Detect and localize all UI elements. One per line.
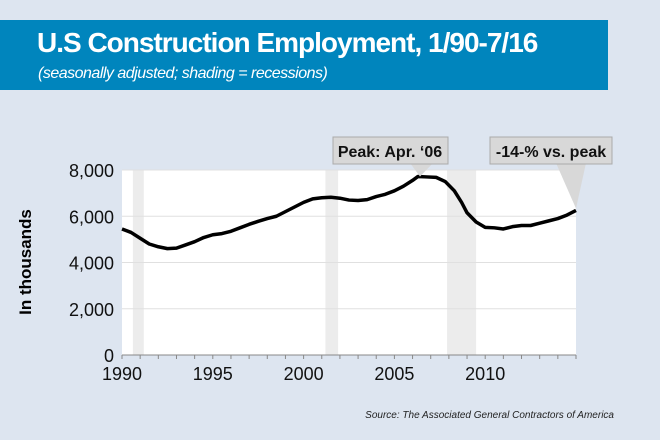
title-banner: U.S Construction Employment, 1/90-7/16 (… (0, 20, 608, 90)
x-tick-label: 1990 (102, 364, 142, 384)
x-tick-label: 2010 (465, 364, 505, 384)
y-tick-label: 4,000 (69, 254, 114, 274)
y-tick-label: 2,000 (69, 300, 114, 320)
series-line (121, 174, 577, 251)
y-tick-label: 6,000 (69, 207, 114, 227)
peak-annotation: Peak: Apr. ‘06 (338, 144, 442, 161)
callout-pointer (410, 163, 434, 177)
y-tick-label: 8,000 (69, 161, 114, 181)
chart-title: U.S Construction Employment, 1/90-7/16 (37, 27, 538, 58)
y-tick-label: 0 (104, 346, 114, 366)
source-note: Source: The Associated General Contracto… (365, 410, 614, 421)
callout-box (489, 136, 613, 165)
callout-pointer (556, 163, 586, 209)
chart-subtitle: (seasonally adjusted; shading = recessio… (38, 65, 328, 82)
vs-peak-annotation: -14-% vs. peak (496, 144, 606, 161)
x-tick-label: 2005 (374, 364, 414, 384)
callout-box (332, 136, 449, 165)
x-tick-label: 2000 (284, 364, 324, 384)
x-tick-label: 1995 (193, 364, 233, 384)
